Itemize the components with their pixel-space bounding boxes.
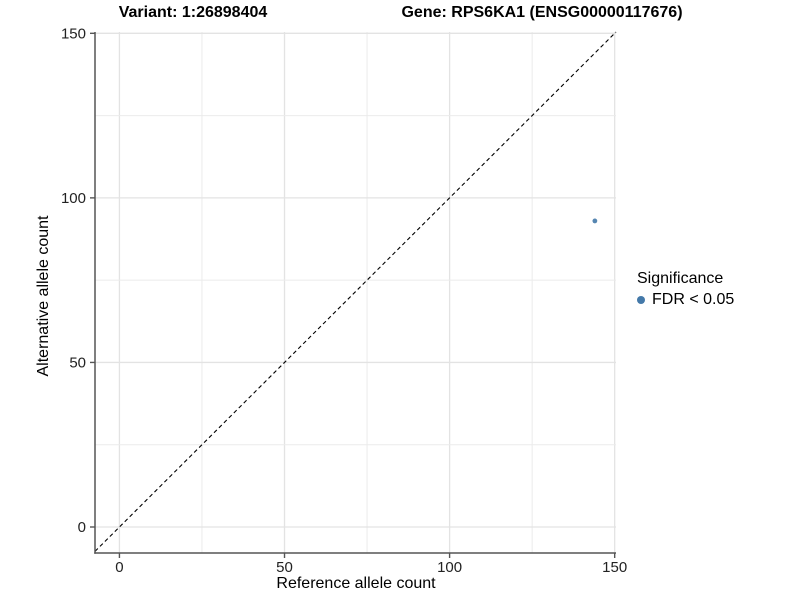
plot-title-variant: Variant: 1:26898404 xyxy=(118,4,268,21)
y-tick-label: 0 xyxy=(78,519,86,536)
legend-items: FDR < 0.05 xyxy=(637,291,734,309)
data-point xyxy=(592,218,598,224)
x-axis-title: Reference allele count xyxy=(276,575,436,592)
legend-item: FDR < 0.05 xyxy=(637,291,734,309)
y-tick-label: 50 xyxy=(69,354,86,371)
y-tick-label: 150 xyxy=(61,25,86,42)
x-tick-label: 100 xyxy=(437,559,462,576)
legend: Significance FDR < 0.05 xyxy=(637,270,734,309)
identity-line xyxy=(94,31,617,552)
legend-key-dot-icon xyxy=(637,296,645,304)
x-tick-label: 50 xyxy=(276,559,293,576)
x-tick-label: 150 xyxy=(602,559,627,576)
y-tick-label: 100 xyxy=(61,190,86,207)
legend-title: Significance xyxy=(637,270,724,287)
legend-item-label: FDR < 0.05 xyxy=(652,291,735,308)
plot-title-gene: Gene: RPS6KA1 (ENSG00000117676) xyxy=(401,4,683,21)
x-tick-label: 0 xyxy=(115,559,123,576)
y-axis-title: Alternative allele count xyxy=(35,215,52,377)
